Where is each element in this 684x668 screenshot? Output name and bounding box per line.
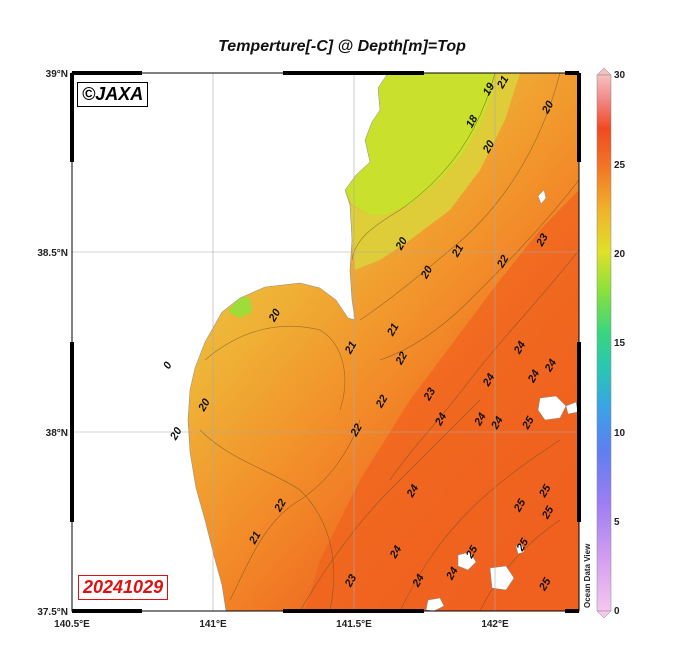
bay-cool-patch [228,296,252,318]
contour-label: 23 [534,232,551,249]
cool-water-north [345,73,495,215]
frame-border-ticks [70,71,581,613]
cool-water-band [350,73,520,270]
contour-label: 24 [489,415,506,432]
lon-tick-label: 140.5°E [54,619,90,630]
colorbar-tick: 10 [614,428,626,439]
islet-4 [425,597,445,611]
contour-label: 23 [421,386,438,403]
contour-label: 23 [342,572,359,589]
islet-2 [457,551,477,571]
islet-5 [515,543,525,555]
contour-label: 22 [494,253,511,270]
islet-1 [537,395,567,421]
lon-tick-label: 142°E [481,619,509,630]
contour-label: 24 [472,411,489,428]
warm-water-offshore [305,190,579,611]
lon-tick-label: 141.5°E [336,619,372,630]
lat-tick-label: 37.5°N [37,607,68,618]
map-title: Temperture[-C] @ Depth[m]=Top [218,38,466,55]
contour-label: 22 [272,497,289,514]
contour-label: 24 [525,368,542,385]
lon-tick-label: 141°E [199,619,227,630]
contour-label: 21 [494,74,511,91]
contour-label: 24 [542,357,559,374]
lon-axis-labels: 140.5°E 141°E 141.5°E 142°E [54,619,509,630]
contour-label: 21 [342,339,359,356]
contour-label: 21 [385,321,402,338]
colorbar-tick: 5 [614,517,620,528]
contour-label: 24 [387,544,404,561]
lat-tick-label: 38°N [46,428,68,439]
colorbar-tick: 0 [614,606,620,617]
colorbar-tick: 30 [614,70,626,81]
colorbar-tick: 15 [614,338,626,349]
honshu-land [72,73,389,611]
islet-3 [489,565,515,591]
contour-label: 24 [444,565,461,582]
lat-tick-label: 39°N [46,69,68,80]
colorbar-tick: 25 [614,160,626,171]
contour-lines [199,73,579,611]
colorbar: 30 25 20 15 10 5 0 [596,67,626,619]
lat-axis-labels: 39°N 38.5°N 38°N 37.5°N [37,69,68,618]
contour-label: 22 [393,350,410,367]
contour-label: 24 [410,572,427,589]
lat-tick-label: 38.5°N [37,248,68,259]
contour-label: 24 [404,483,421,500]
islet-6 [537,189,547,205]
contour-label: 24 [511,339,528,356]
contour-label: 24 [480,372,497,389]
contour-label: 24 [432,411,449,428]
date-label: 20241029 [78,575,169,600]
contour-label: 21 [247,529,264,546]
land-mass [72,73,579,611]
contour-label: 22 [348,422,365,439]
copyright-label: ©JAXA [77,82,149,107]
contour-label: 22 [373,393,390,410]
graticule [72,73,579,611]
colorbar-scale [596,74,612,612]
colorbar-bottom-arrow [596,610,612,619]
colorbar-tick: 20 [614,249,626,260]
contour-label: 21 [449,242,466,259]
colorbar-top-arrow [596,67,612,76]
odv-credit: Ocean Data View [583,543,592,608]
